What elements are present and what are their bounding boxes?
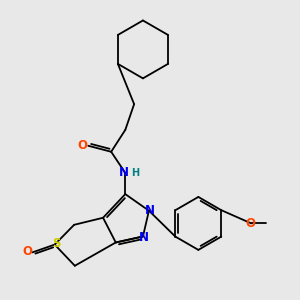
Text: O: O — [22, 245, 32, 258]
Text: S: S — [52, 237, 61, 250]
Text: N: N — [119, 166, 129, 179]
Text: H: H — [131, 168, 139, 178]
Text: N: N — [146, 203, 155, 217]
Text: O: O — [77, 139, 87, 152]
Text: O: O — [245, 217, 255, 230]
Text: N: N — [139, 231, 148, 244]
